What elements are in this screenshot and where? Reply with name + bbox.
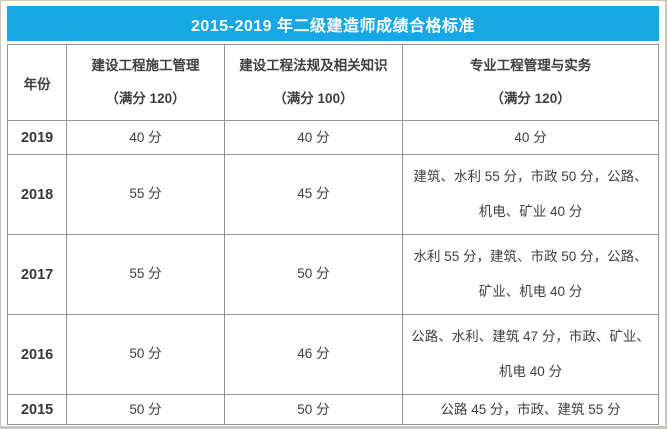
score-cell: 46 分 <box>223 314 404 395</box>
year-cell: 2015 <box>6 394 68 425</box>
passing-score-table: 年份 建设工程施工管理 （满分 120） 建设工程法规及相关知识 （满分 100… <box>6 44 659 425</box>
header-row: 年份 建设工程施工管理 （满分 120） 建设工程法规及相关知识 （满分 100… <box>6 44 659 121</box>
score-cell: 50 分 <box>66 394 225 425</box>
header-col3-subject: 建设工程法规及相关知识 <box>239 57 388 73</box>
score-cell: 50 分 <box>223 234 404 315</box>
score-cell: 公路、水利、建筑 47 分，市政、矿业、机电 40 分 <box>402 314 659 395</box>
score-cell: 50 分 <box>223 394 404 425</box>
score-cell: 50 分 <box>66 314 225 395</box>
score-cell: 40 分 <box>66 120 225 155</box>
header-construction-management: 建设工程施工管理 （满分 120） <box>66 44 225 121</box>
table-row-2017: 2017 55 分 50 分 水利 55 分，建筑、市政 50 分，公路、矿业、… <box>6 234 659 315</box>
table-row-2019: 2019 40 分 40 分 40 分 <box>6 120 659 155</box>
year-cell: 2017 <box>6 234 68 315</box>
score-cell: 公路 45 分，市政、建筑 55 分 <box>402 394 659 425</box>
header-col4-fullscore: （满分 120） <box>490 91 571 106</box>
table-row-2015: 2015 50 分 50 分 公路 45 分，市政、建筑 55 分 <box>6 394 659 425</box>
year-cell: 2018 <box>6 154 68 235</box>
header-year: 年份 <box>6 44 68 121</box>
year-cell: 2019 <box>6 120 68 155</box>
table-row-2018: 2018 55 分 45 分 建筑、水利 55 分，市政 50 分，公路、机电、… <box>6 154 659 235</box>
score-cell: 40 分 <box>402 120 659 155</box>
table-header: 年份 建设工程施工管理 （满分 120） 建设工程法规及相关知识 （满分 100… <box>6 44 659 121</box>
year-cell: 2016 <box>6 314 68 395</box>
header-professional-practice: 专业工程管理与实务 （满分 120） <box>402 44 659 121</box>
header-col2-subject: 建设工程施工管理 <box>91 57 200 73</box>
header-col3-fullscore: （满分 100） <box>273 91 354 106</box>
score-cell: 45 分 <box>223 154 404 235</box>
header-col4-subject: 专业工程管理与实务 <box>469 57 592 73</box>
score-cell: 40 分 <box>223 120 404 155</box>
table-row-2016: 2016 50 分 46 分 公路、水利、建筑 47 分，市政、矿业、机电 40… <box>6 314 659 395</box>
header-laws-knowledge: 建设工程法规及相关知识 （满分 100） <box>223 44 404 121</box>
table-body: 2019 40 分 40 分 40 分 2018 55 分 45 分 建筑、水利… <box>6 120 659 425</box>
score-cell: 55 分 <box>66 154 225 235</box>
score-cell: 建筑、水利 55 分，市政 50 分，公路、机电、矿业 40 分 <box>402 154 659 235</box>
score-cell: 水利 55 分，建筑、市政 50 分，公路、矿业、机电 40 分 <box>402 234 659 315</box>
header-col2-fullscore: （满分 120） <box>105 91 186 106</box>
score-cell: 55 分 <box>66 234 225 315</box>
table-title-bar: 2015-2019 年二级建造师成绩合格标准 <box>7 6 659 41</box>
